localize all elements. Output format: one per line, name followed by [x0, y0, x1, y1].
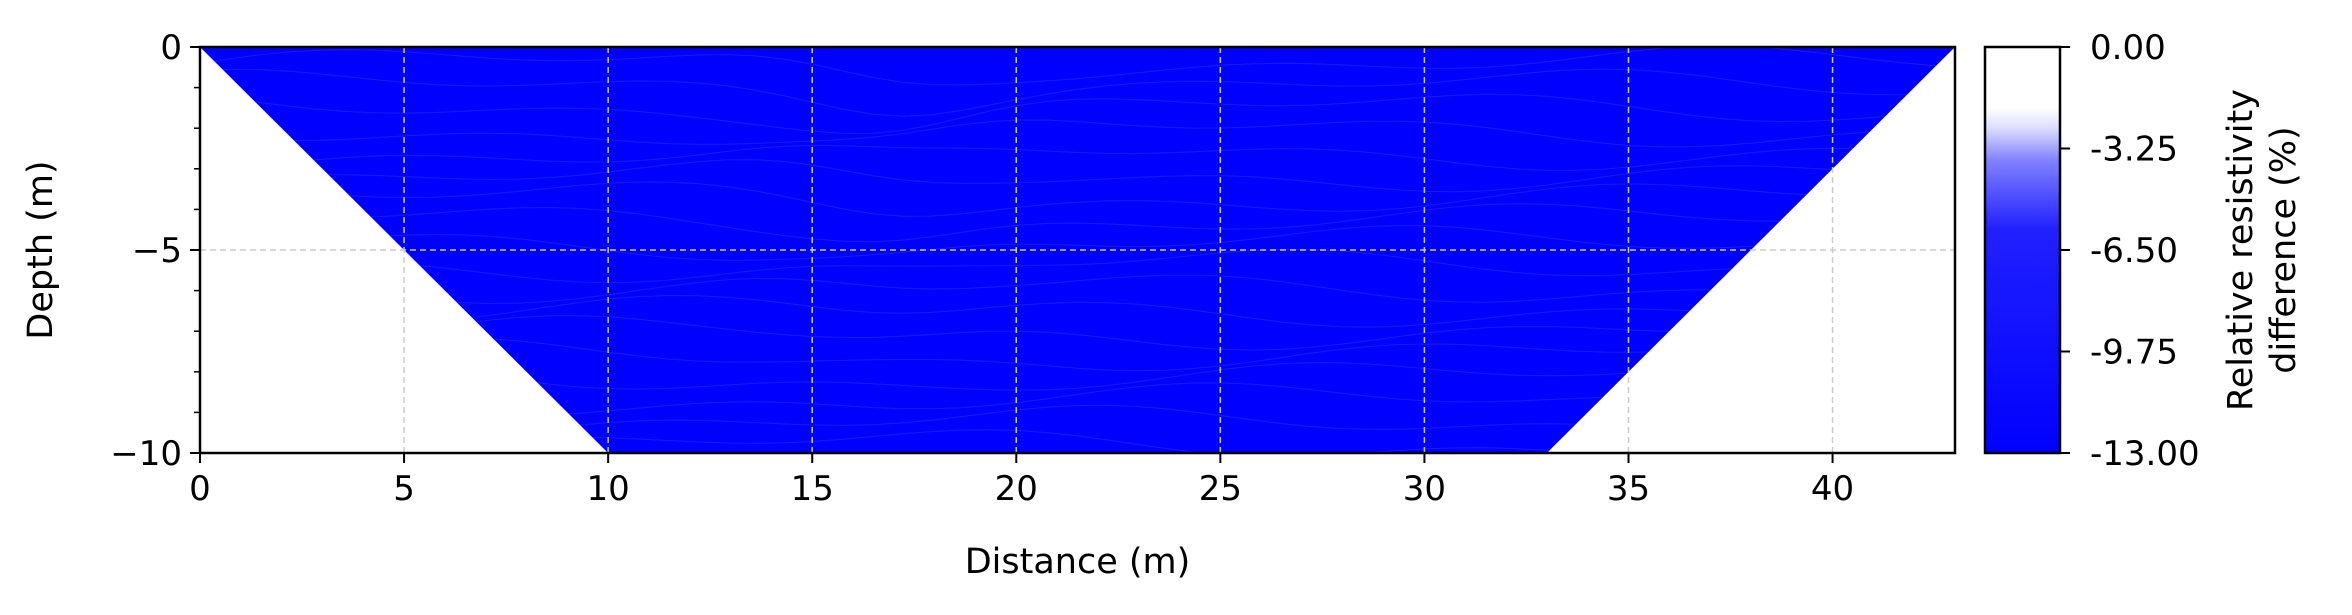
- contour-line: [200, 274, 1955, 305]
- grid-lines: [200, 47, 1955, 453]
- x-tick-label: 30: [1403, 469, 1446, 509]
- contour-line: [200, 159, 1955, 193]
- contour-line: [200, 181, 1955, 217]
- contour-line: [200, 248, 1955, 284]
- x-tick-label: 40: [1811, 469, 1854, 509]
- x-axis: 0 5 10 15 20 25 30 35 40: [189, 453, 1854, 509]
- y-axis: 0 −5 −10: [110, 28, 200, 474]
- colorbar-tick-label: 0.00: [2090, 28, 2166, 68]
- colorbar-ticks: 0.00 -3.25 -6.50 -9.75 -13.00: [2060, 28, 2200, 474]
- x-tick-label: 5: [393, 469, 415, 509]
- colorbar-tick-label: -6.50: [2090, 231, 2178, 271]
- y-tick-label: 0: [160, 28, 182, 68]
- colorbar-tick-label: -3.25: [2090, 130, 2178, 170]
- contour-line: [200, 224, 1955, 261]
- plot-area: [198, 45, 1957, 455]
- contour-line: [200, 203, 1955, 243]
- y-tick-label: −10: [110, 434, 182, 474]
- x-tick-label: 0: [189, 469, 211, 509]
- y-tick-label: −5: [132, 231, 182, 271]
- colorbar-label-line-1: Relative resistivity: [2221, 89, 2261, 411]
- contour-line: [200, 68, 1955, 117]
- contour-line: [200, 93, 1955, 134]
- colorbar-gradient: [1983, 45, 2062, 455]
- resistivity-section: [200, 47, 1955, 453]
- colorbar-label-line-2: difference (%): [2264, 126, 2304, 373]
- contour-line: [200, 144, 1955, 171]
- colorbar-tick-label: -13.00: [2090, 434, 2200, 474]
- x-tick-label: 20: [995, 469, 1038, 509]
- contour-line: [200, 294, 1955, 328]
- x-axis-label: Distance (m): [965, 542, 1191, 582]
- contour-line: [200, 315, 1955, 351]
- y-axis-label: Depth (m): [21, 160, 61, 339]
- contour-line: [200, 119, 1955, 148]
- x-tick-label: 10: [587, 469, 630, 509]
- x-tick-label: 35: [1607, 469, 1650, 509]
- x-tick-label: 25: [1199, 469, 1242, 509]
- colorbar: 0.00 -3.25 -6.50 -9.75 -13.00 Relative resis…: [1983, 28, 2304, 474]
- colorbar-tick-label: -9.75: [2090, 333, 2178, 373]
- x-tick-label: 15: [791, 469, 834, 509]
